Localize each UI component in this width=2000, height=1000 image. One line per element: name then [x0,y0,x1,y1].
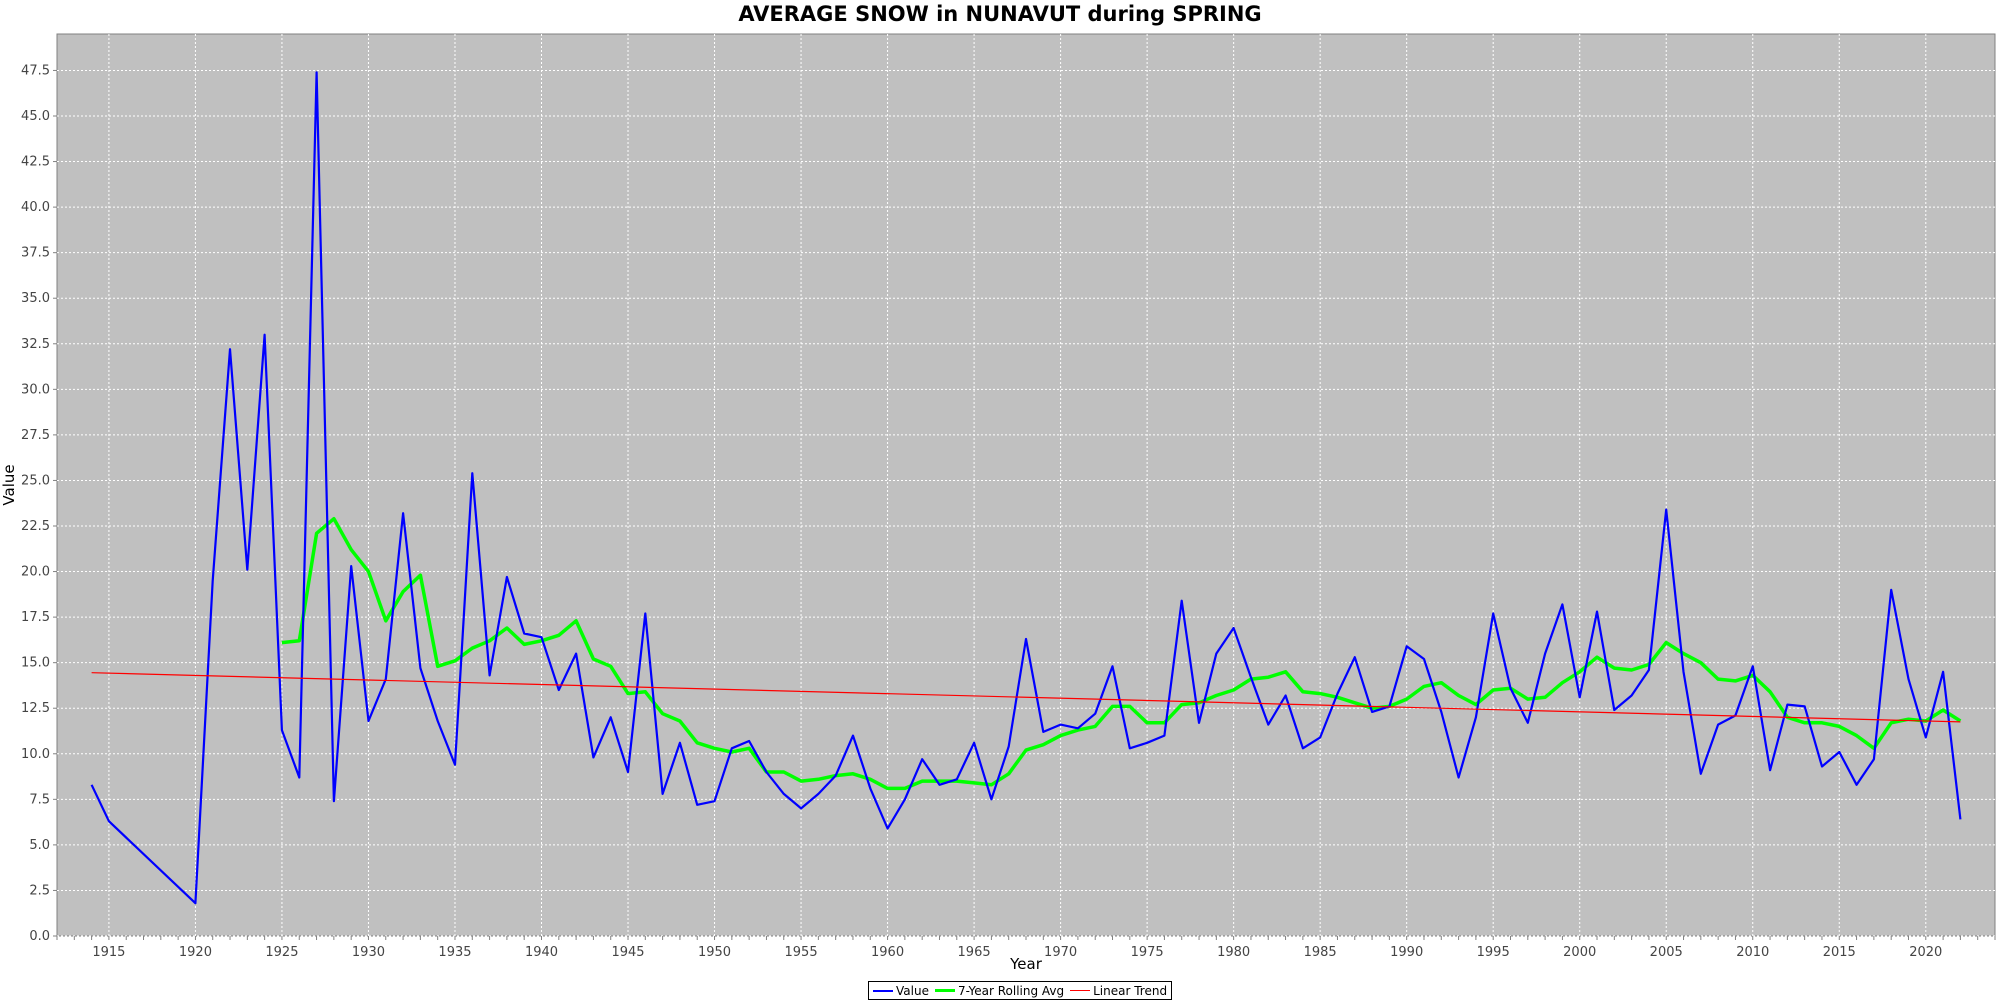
x-tick-label: 1975 [1131,945,1164,960]
x-tick-label: 1955 [785,945,818,960]
y-tick-label: 10.0 [21,747,50,762]
y-tick-label: 45.0 [21,109,50,124]
x-tick-label: 1920 [179,945,212,960]
y-tick-label: 2.5 [29,883,50,898]
x-tick-label: 1915 [92,945,125,960]
x-tick-label: 1980 [1217,945,1250,960]
legend-swatch-value [873,989,893,992]
x-tick-label: 1925 [265,945,298,960]
y-tick-label: 27.5 [21,428,50,443]
y-tick-label: 5.0 [29,838,50,853]
legend-swatch-linear-trend [1070,990,1091,991]
legend-item-rolling-avg: 7-Year Rolling Avg [934,983,1065,998]
series-linear-trend-line [91,672,1961,723]
x-tick-label: 1935 [438,945,471,960]
x-tick-label: 1995 [1477,945,1510,960]
x-tick-label: 2005 [1650,945,1683,960]
y-tick-label: 42.5 [21,155,50,170]
x-tick-label: 1945 [611,945,644,960]
x-tick-label: 1970 [1044,945,1077,960]
x-tick-label: 2015 [1823,945,1856,960]
y-tick-label: 47.5 [21,63,50,78]
x-axis-label: Year [1009,955,1043,973]
y-tick-label: 20.0 [21,565,50,580]
legend-swatch-rolling-avg [934,989,955,992]
plot-area [56,33,1996,937]
x-tick-label: 1940 [525,945,558,960]
legend-item-value: Value [873,984,929,998]
x-tick-label: 2010 [1736,945,1769,960]
y-axis-label: Value [0,464,18,505]
series-group [90,71,1962,905]
legend: Value 7-Year Rolling Avg Linear Trend [868,981,1173,1000]
axes: 0.0 2.5 5.0 7.5 10.0 12.5 15.0 17.5 20.0 22.5 25.0… [21,63,1996,960]
x-tick-label: 2000 [1563,945,1596,960]
y-tick-label: 30.0 [21,382,50,397]
legend-label-rolling-avg: 7-Year Rolling Avg [957,983,1065,998]
y-tick-label: 12.5 [21,701,50,716]
y-tick-label: 15.0 [21,656,50,671]
legend-label-value: Value [896,983,929,998]
x-tick-label: 1950 [698,945,731,960]
series-value-line [90,71,1962,905]
x-tick-label: 2020 [1909,945,1942,960]
y-tick-label: 37.5 [21,246,50,261]
legend-label-linear-trend: Linear Trend [1093,983,1168,998]
x-tick-label: 1965 [958,945,991,960]
y-tick-label: 17.5 [21,610,50,625]
y-tick-label: 35.0 [21,291,50,306]
x-tick-label: 1930 [352,945,385,960]
y-tick-label: 25.0 [21,473,50,488]
y-tick-label: 32.5 [21,337,50,352]
legend-item-linear-trend: Linear Trend [1070,984,1167,998]
x-tick-label: 1985 [1304,945,1337,960]
y-tick-label: 7.5 [29,792,50,807]
y-tick-label: 22.5 [21,519,50,534]
x-tick-label: 1990 [1390,945,1423,960]
y-tick-label: 40.0 [21,200,50,215]
y-tick-label: 0.0 [29,929,50,944]
x-tick-label: 1960 [871,945,904,960]
chart-title: AVERAGE SNOW in NUNAVUT during SPRING [738,2,1262,26]
